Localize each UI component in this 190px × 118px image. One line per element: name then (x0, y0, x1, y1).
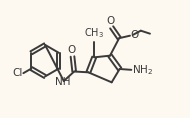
Text: O: O (130, 30, 138, 40)
Text: Cl: Cl (12, 68, 23, 78)
Text: O: O (68, 45, 76, 55)
Text: O: O (106, 16, 114, 26)
Text: NH: NH (55, 77, 70, 87)
Text: CH$_3$: CH$_3$ (84, 26, 104, 40)
Text: NH$_2$: NH$_2$ (132, 63, 153, 77)
